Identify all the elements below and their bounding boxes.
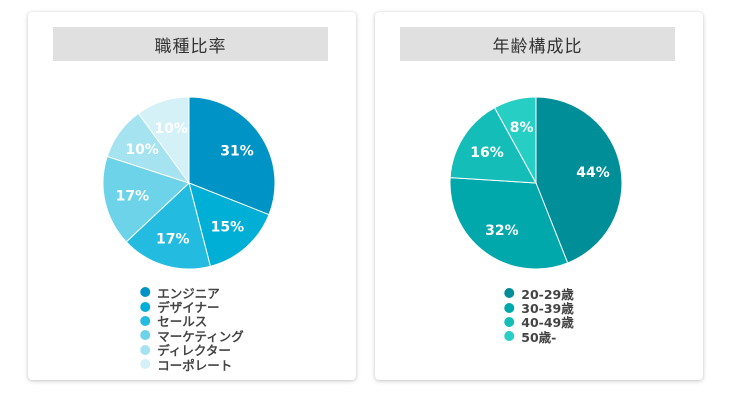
age-ratio-legend-swatch xyxy=(504,288,515,299)
age-ratio-slice-label-4: 8% xyxy=(510,120,534,136)
job-ratio-legend-item: ディレクター xyxy=(140,343,244,359)
job-ratio-legend-label: エンジニア xyxy=(157,285,220,301)
age-ratio-legend-swatch xyxy=(504,316,515,327)
age-ratio-legend-label: 20-29歳 xyxy=(521,286,574,302)
job-ratio-legend-label: デザイナー xyxy=(157,300,220,316)
age-ratio-slice-1 xyxy=(535,96,623,264)
job-ratio-legend-label: コーポレート xyxy=(157,357,233,373)
age-ratio-legend-swatch xyxy=(504,302,515,313)
age-ratio-slice-3 xyxy=(449,106,537,184)
age-ratio-title: 年齢構成比 xyxy=(400,27,675,61)
age-ratio-legend: 20-29歳 30-39歳 40-49歳 50歳- xyxy=(504,286,574,345)
job-ratio-slice-1 xyxy=(188,96,276,216)
job-ratio-legend-swatch xyxy=(140,315,151,326)
age-ratio-legend-item: 50歳- xyxy=(504,329,573,345)
job-ratio-slice-label-3: 17% xyxy=(156,232,190,248)
job-ratio-legend: エンジニア デザイナー セールス マーケティング ディレクター コーポレート xyxy=(140,285,244,373)
job-ratio-slice-label-6: 10% xyxy=(154,121,188,137)
job-ratio-slice-6 xyxy=(137,96,190,185)
age-ratio-pie-chart: 44% 32% 16% 8% xyxy=(449,96,623,270)
age-ratio-legend-swatch xyxy=(504,331,515,342)
job-ratio-legend-swatch xyxy=(140,344,151,355)
job-ratio-legend-label: ディレクター xyxy=(157,343,231,359)
job-ratio-legend-item: デザイナー xyxy=(140,299,244,316)
job-ratio-legend-label: セールス xyxy=(157,314,208,330)
age-ratio-legend-item: 20-29歳 xyxy=(504,286,574,302)
age-ratio-slice-4 xyxy=(493,96,537,184)
job-ratio-title: 職種比率 xyxy=(53,27,328,61)
age-ratio-legend-item: 40-49歳 xyxy=(504,315,574,331)
age-ratio-slice-label-3: 16% xyxy=(470,145,504,161)
job-ratio-legend-item: マーケティング xyxy=(140,328,244,344)
job-ratio-legend-item: セールス xyxy=(140,314,244,330)
age-ratio-slice-2 xyxy=(449,177,569,270)
job-ratio-legend-swatch xyxy=(140,359,151,370)
job-ratio-slice-4 xyxy=(102,155,190,243)
job-ratio-card: 職種比率 31% 15% 17% 17% 10% 10% エンジニア デザイナー セールス マー… xyxy=(28,12,356,380)
job-ratio-legend-item: エンジニア xyxy=(140,285,244,301)
age-ratio-legend-label: 40-49歳 xyxy=(521,315,574,331)
age-ratio-slice-label-1: 44% xyxy=(576,165,610,181)
job-ratio-legend-swatch xyxy=(140,287,151,298)
job-ratio-legend-item: コーポレート xyxy=(140,357,244,373)
job-ratio-slice-2 xyxy=(188,182,270,267)
age-ratio-slice-label-2: 32% xyxy=(485,223,519,239)
age-ratio-legend-label: 50歳- xyxy=(521,329,557,345)
age-ratio-card: 年齢構成比 44% 32% 16% 8% 20-29歳 30-39歳 40-49歳 50歳- xyxy=(375,12,703,380)
age-ratio-legend-item: 30-39歳 xyxy=(504,300,574,317)
job-ratio-pie-chart: 31% 15% 17% 17% 10% 10% xyxy=(102,96,276,270)
job-ratio-legend-swatch xyxy=(140,330,151,341)
job-ratio-slice-3 xyxy=(125,182,211,270)
job-ratio-slice-label-4: 17% xyxy=(116,189,150,205)
job-ratio-legend-label: マーケティング xyxy=(157,328,244,344)
job-ratio-slice-label-1: 31% xyxy=(220,143,254,159)
job-ratio-slice-label-2: 15% xyxy=(211,220,245,236)
age-ratio-legend-label: 30-39歳 xyxy=(521,301,574,317)
job-ratio-legend-swatch xyxy=(140,301,151,312)
job-ratio-slice-label-5: 10% xyxy=(125,142,159,158)
